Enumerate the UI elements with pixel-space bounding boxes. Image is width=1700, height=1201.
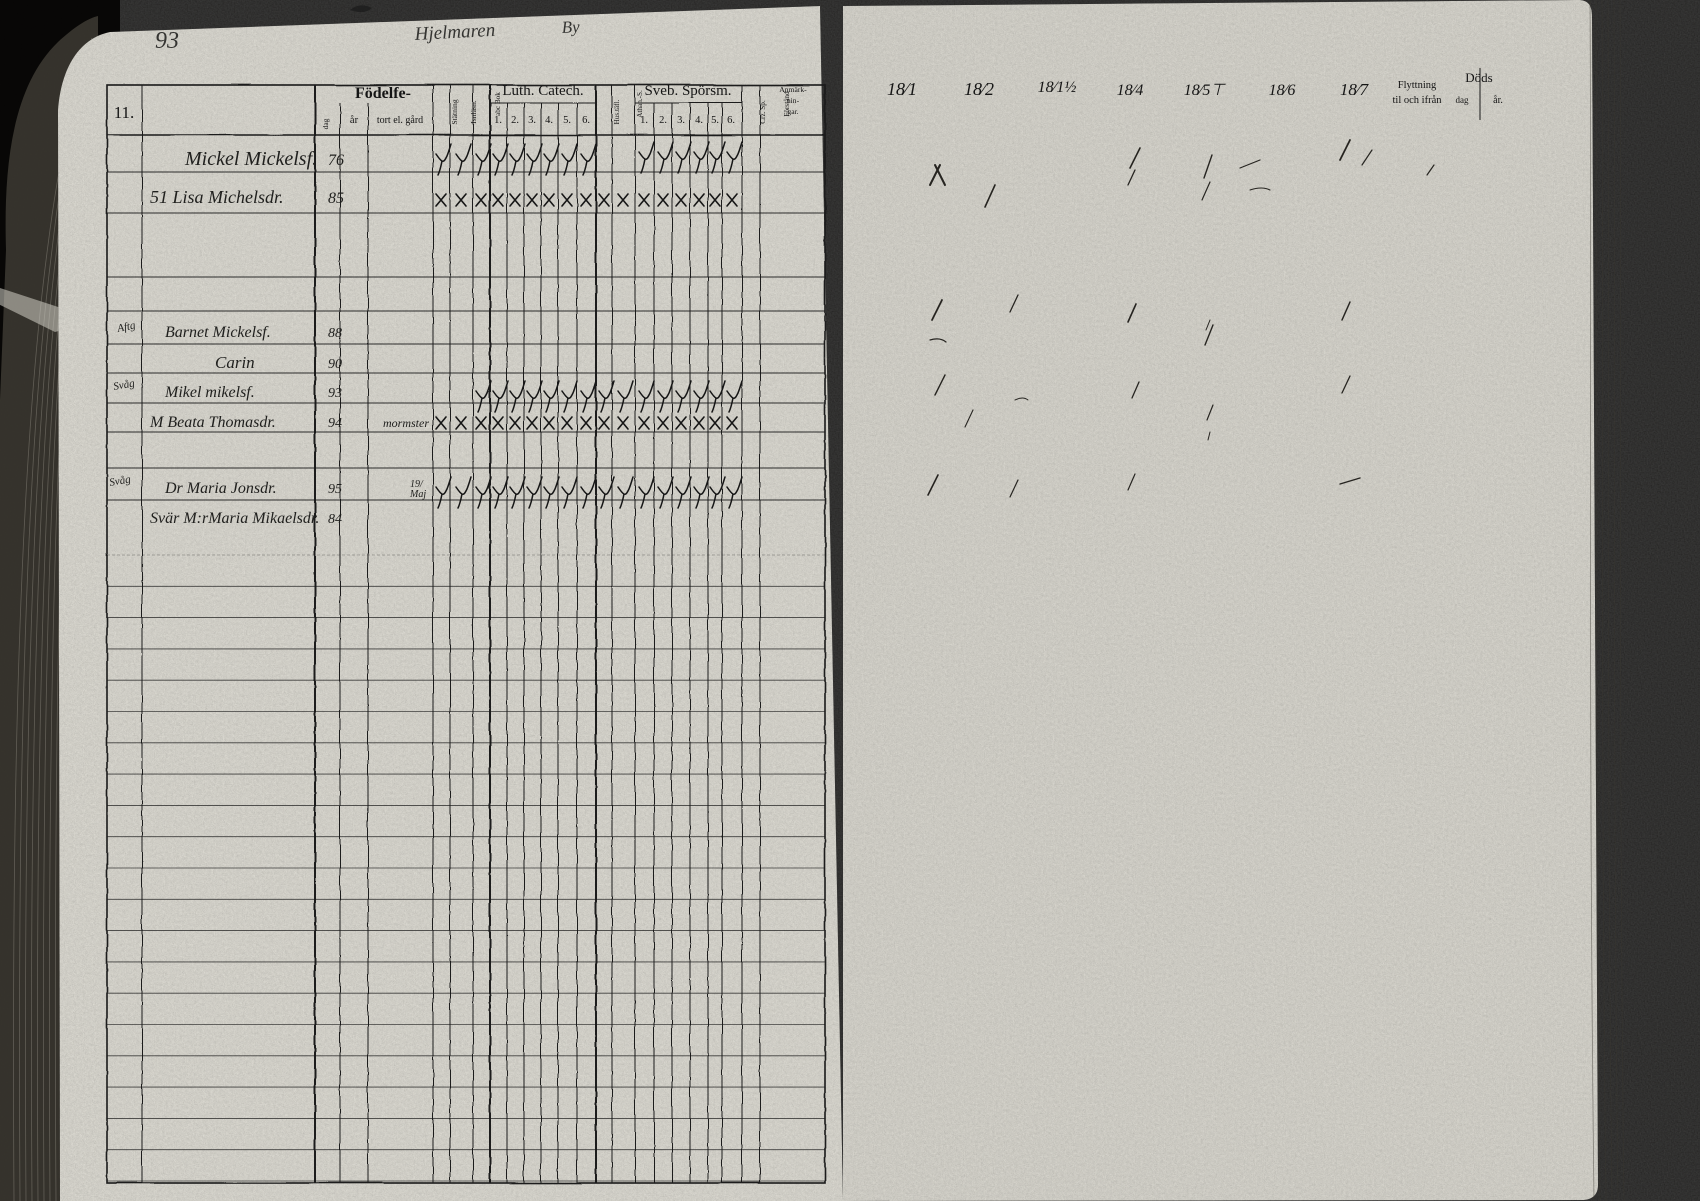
svg-text:Isnläsn.: Isnläsn. xyxy=(469,100,478,124)
svg-text:By: By xyxy=(561,17,580,37)
svg-text:år.: år. xyxy=(1493,95,1503,106)
svg-text:gar.: gar. xyxy=(787,107,798,116)
svg-text:6.: 6. xyxy=(582,115,590,126)
svg-text:år: år xyxy=(350,115,359,126)
svg-text:Anmärk-: Anmärk- xyxy=(779,85,807,94)
svg-text:51 Lisa Michelsdr.: 51 Lisa Michelsdr. xyxy=(150,187,284,207)
svg-text:Athan.-S.: Athan.-S. xyxy=(636,90,644,118)
svg-text:3.: 3. xyxy=(677,115,685,126)
svg-text:Carin: Carin xyxy=(215,353,255,372)
svg-text:Flyttning: Flyttning xyxy=(1398,80,1437,91)
svg-text:4.: 4. xyxy=(695,115,703,126)
svg-text:Mickel Mickelsf.: Mickel Mickelsf. xyxy=(184,148,317,170)
svg-text:M Beata Thomasdr.: M Beata Thomasdr. xyxy=(149,414,276,431)
svg-text:2.: 2. xyxy=(511,115,519,126)
svg-text:mormster: mormster xyxy=(383,416,429,430)
svg-text:Födelfe-: Födelfe- xyxy=(355,85,411,102)
svg-text:94: 94 xyxy=(328,416,342,431)
svg-text:18⁄6: 18⁄6 xyxy=(1269,82,1296,99)
svg-text:6.: 6. xyxy=(727,115,735,126)
svg-text:tort el. gård: tort el. gård xyxy=(377,115,423,126)
svg-text:Dr Maria Jonsdr.: Dr Maria Jonsdr. xyxy=(164,480,277,497)
svg-text:abc Bok: abc Bok xyxy=(494,92,502,116)
svg-text:Stätning: Stätning xyxy=(450,99,459,125)
svg-text:dag: dag xyxy=(321,118,330,129)
svg-text:93: 93 xyxy=(328,386,342,401)
svg-text:76: 76 xyxy=(328,152,344,169)
svg-text:Crz. Sp.: Crz. Sp. xyxy=(759,100,767,124)
svg-text:Svär M:rMaria Mikaelsdr.: Svär M:rMaria Mikaelsdr. xyxy=(150,510,319,527)
svg-text:88: 88 xyxy=(328,326,342,341)
svg-text:84: 84 xyxy=(328,512,342,527)
svg-text:Döds: Döds xyxy=(1465,70,1492,85)
svg-text:90: 90 xyxy=(328,357,342,372)
svg-text:95: 95 xyxy=(328,482,342,497)
svg-text:Luth. Catech.: Luth. Catech. xyxy=(502,83,583,99)
svg-text:18⁄5⊤: 18⁄5⊤ xyxy=(1184,82,1227,99)
svg-text:18⁄4: 18⁄4 xyxy=(1117,82,1144,99)
svg-text:Maj: Maj xyxy=(409,489,426,500)
svg-text:til och ifrån: til och ifrån xyxy=(1393,95,1443,106)
svg-text:2.: 2. xyxy=(659,115,667,126)
svg-text:18⁄7: 18⁄7 xyxy=(1340,80,1370,99)
svg-text:18⁄1: 18⁄1 xyxy=(887,79,917,99)
svg-text:11.: 11. xyxy=(114,103,135,122)
svg-text:1.: 1. xyxy=(494,115,502,126)
svg-text:nin-: nin- xyxy=(787,96,800,105)
svg-text:Barnet Mickelsf.: Barnet Mickelsf. xyxy=(165,324,271,341)
svg-text:Mikel mikelsf.: Mikel mikelsf. xyxy=(164,384,255,401)
svg-text:5.: 5. xyxy=(711,115,719,126)
svg-text:93: 93 xyxy=(155,28,179,54)
svg-text:3.: 3. xyxy=(528,115,536,126)
svg-text:1.: 1. xyxy=(640,115,648,126)
svg-text:18⁄1½: 18⁄1½ xyxy=(1038,79,1077,96)
svg-text:18⁄2: 18⁄2 xyxy=(964,79,994,99)
svg-text:dag: dag xyxy=(1456,95,1469,105)
svg-text:Sveb. Spörsm.: Sveb. Spörsm. xyxy=(644,83,731,99)
svg-text:Hjelmaren: Hjelmaren xyxy=(413,20,496,45)
svg-text:5.: 5. xyxy=(563,115,571,126)
svg-text:85: 85 xyxy=(328,190,344,207)
svg-text:Hus.täfl.: Hus.täfl. xyxy=(613,99,621,124)
svg-text:4.: 4. xyxy=(545,115,553,126)
